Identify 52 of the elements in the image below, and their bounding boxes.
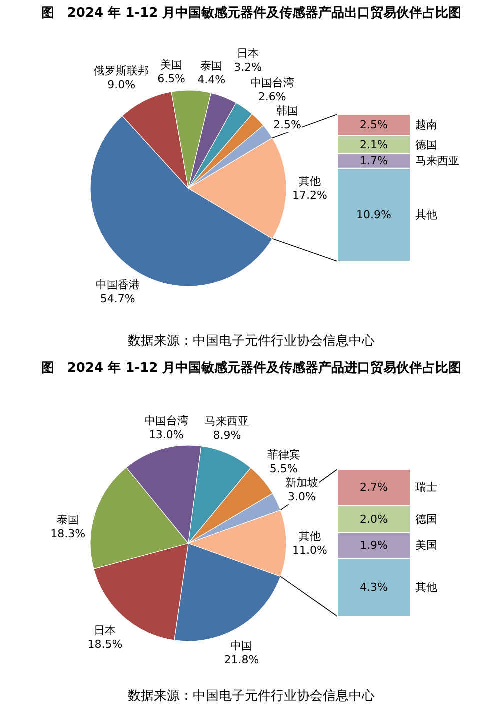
data-label: 18.5% xyxy=(88,638,123,651)
data-label: 4.4% xyxy=(198,74,226,87)
data-label: 11.0% xyxy=(292,544,328,557)
slice-label: 俄罗斯联邦 xyxy=(94,64,150,78)
data-label: 3.0% xyxy=(288,490,316,504)
data-label: 2.6% xyxy=(258,90,286,104)
data-label: 6.5% xyxy=(158,72,186,86)
slice-label: 日本 xyxy=(94,624,116,637)
data-label: 1.7% xyxy=(360,154,388,168)
data-label: 2.1% xyxy=(360,138,388,152)
slice-label: 其他 xyxy=(299,175,322,188)
data-label: 54.7% xyxy=(100,292,136,306)
data-label: 2.5% xyxy=(274,118,302,132)
data-label: 17.2% xyxy=(292,189,328,202)
slice-label: 中国 xyxy=(230,639,253,652)
series-label: 其他 xyxy=(416,208,438,222)
data-label: 18.3% xyxy=(50,527,86,540)
series-label: 美国 xyxy=(416,539,438,552)
series-label: 其他 xyxy=(416,581,438,594)
slice-label: 新加坡 xyxy=(286,476,318,490)
series-label: 马来西亚 xyxy=(416,154,460,168)
data-label: 2.5% xyxy=(360,118,388,132)
source-note: 数据来源：中国电子元件行业协会信息中心 xyxy=(128,333,375,349)
slice-label: 中国台湾 xyxy=(144,414,188,428)
series-label: 瑞士 xyxy=(416,481,438,494)
data-label: 5.5% xyxy=(270,462,298,476)
source-note: 数据来源：中国电子元件行业协会信息中心 xyxy=(128,688,375,704)
data-label: 10.9% xyxy=(356,208,392,222)
slice-label: 韩国 xyxy=(276,104,299,118)
slice-label: 泰国 xyxy=(57,513,80,526)
series-label: 越南 xyxy=(416,118,438,132)
data-label: 2.7% xyxy=(360,481,388,494)
data-label: 13.0% xyxy=(148,428,184,442)
slice-label: 中国香港 xyxy=(96,278,140,292)
slice-label: 其他 xyxy=(299,530,322,543)
data-label: 3.2% xyxy=(234,61,262,74)
series-label: 德国 xyxy=(416,512,438,526)
data-label: 8.9% xyxy=(213,428,242,442)
data-label: 4.3% xyxy=(360,581,388,594)
data-label: 21.8% xyxy=(224,653,260,666)
data-label: 1.9% xyxy=(360,539,388,552)
slice-label: 日本 xyxy=(237,47,260,60)
slice-label: 美国 xyxy=(160,58,183,72)
slice-label: 中国台湾 xyxy=(250,76,294,90)
data-label: 2.0% xyxy=(360,512,388,526)
series-label: 德国 xyxy=(416,138,438,152)
slice-label: 泰国 xyxy=(200,60,223,73)
slice-label: 马来西亚 xyxy=(205,414,250,428)
chart-title: 图 2024 年 1-12 月中国敏感元器件及传感器产品出口贸易伙伴占比图 xyxy=(41,5,462,21)
slice-label: 菲律宾 xyxy=(267,448,300,462)
chart-title: 图 2024 年 1-12 月中国敏感元器件及传感器产品进口贸易伙伴占比图 xyxy=(41,360,462,376)
data-label: 9.0% xyxy=(108,78,136,92)
